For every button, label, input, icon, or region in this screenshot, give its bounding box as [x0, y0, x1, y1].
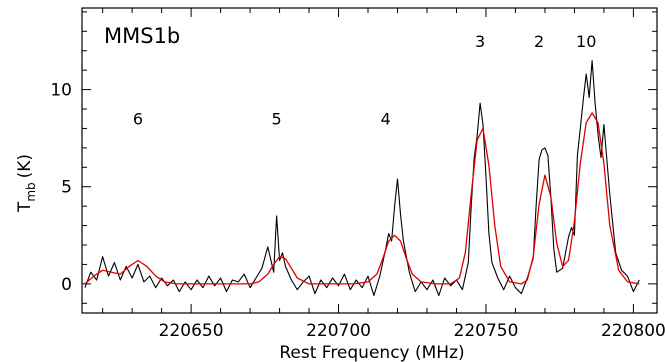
plot-frame [81, 7, 658, 314]
peak-label: 6 [133, 110, 143, 129]
x-tick-label: 220800 [601, 321, 665, 341]
peak-labels: 6 5 4 3 2 10 [133, 32, 596, 129]
gaussian-fit-line [84, 112, 640, 285]
plot-border [81, 7, 658, 314]
observed-spectrum-line [84, 59, 640, 297]
x-tick-label: 220750 [454, 321, 519, 341]
y-axis-label-sub: mb [24, 182, 38, 201]
series-layer [84, 59, 640, 297]
peak-label: 10 [576, 32, 596, 51]
x-axis-ticks: 220650 220700 220750 220800 [102, 8, 665, 341]
peak-label: 4 [381, 110, 391, 129]
y-tick-label: 0 [61, 275, 72, 295]
y-axis-ticks: 0 5 10 [50, 11, 657, 304]
x-tick-label: 220650 [159, 321, 224, 341]
peak-label: 3 [475, 32, 485, 51]
x-axis-label: Rest Frequency (MHz) [279, 343, 464, 362]
peak-label: 5 [272, 110, 282, 129]
y-tick-label: 5 [61, 178, 72, 198]
x-tick-label: 220700 [306, 321, 371, 341]
y-axis-label-main: T [15, 201, 35, 213]
y-axis-label-unit: (K) [15, 154, 35, 178]
y-tick-label: 10 [50, 81, 72, 101]
peak-label: 2 [534, 32, 544, 51]
y-axis-label: Tmb (K) [15, 154, 38, 213]
source-annotation: MMS1b [104, 24, 180, 48]
